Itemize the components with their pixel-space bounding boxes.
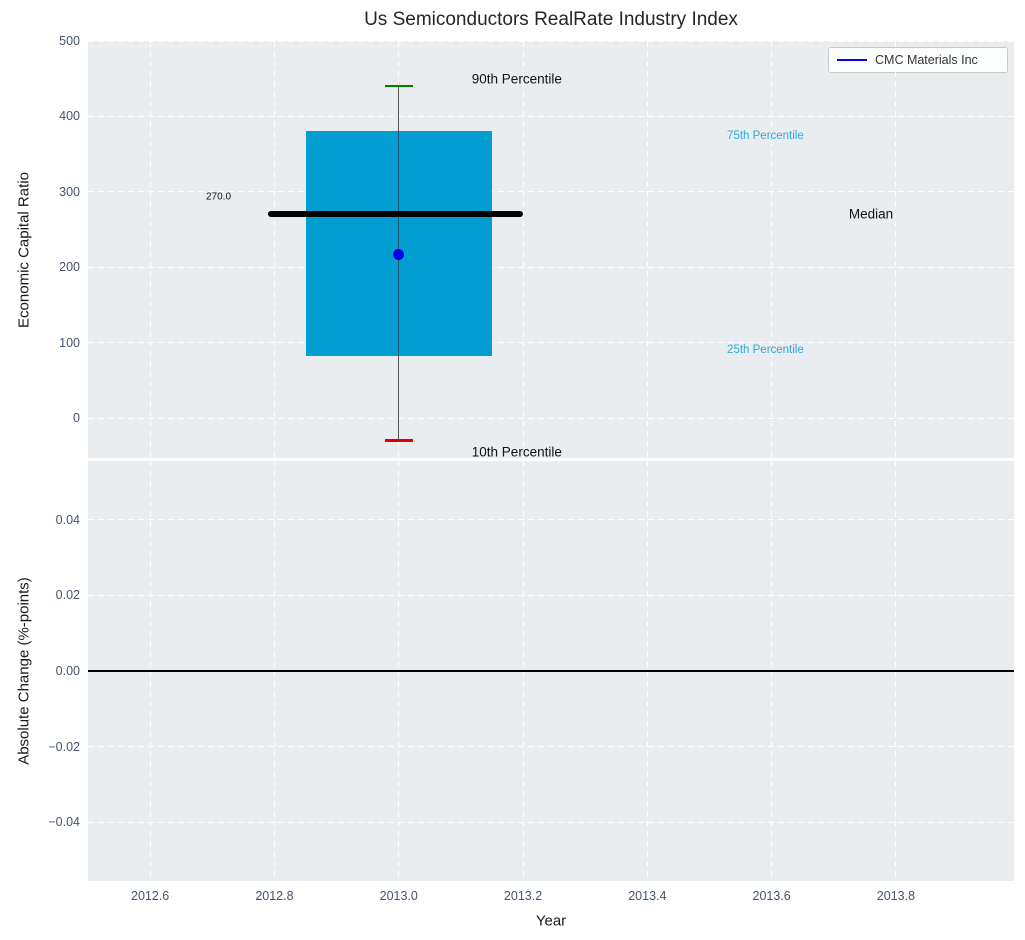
company-data-point — [393, 248, 405, 260]
legend-line-swatch — [837, 59, 867, 61]
chart-title: Us Semiconductors RealRate Industry Inde… — [364, 9, 738, 30]
ytick-bottom-−0.04: −0.04 — [48, 815, 80, 830]
gridline-y-0.04 — [88, 519, 1014, 521]
gridline-y-500 — [88, 40, 1014, 42]
median-line — [268, 211, 524, 218]
gridline-y-−0.04 — [88, 821, 1014, 823]
ytick-top-0: 0 — [73, 411, 80, 426]
gridline-y-0 — [88, 417, 1014, 419]
whisker-line-inner — [397, 131, 400, 357]
ytick-bottom-−0.02: −0.02 — [48, 739, 80, 754]
xtick-2013.4: 2013.4 — [628, 889, 667, 903]
ytick-top-200: 200 — [59, 260, 80, 275]
xtick-2013.6: 2013.6 — [752, 889, 791, 903]
ytick-bottom-0.00: 0.00 — [55, 664, 80, 678]
gridline-x-2012.6 — [149, 41, 151, 458]
xtick-2012.8: 2012.8 — [255, 889, 294, 903]
ytick-top-500: 500 — [59, 34, 80, 48]
xtick-2013.2: 2013.2 — [503, 889, 543, 903]
ytick-bottom-0.02: 0.02 — [55, 588, 80, 603]
label-90th-percentile: 90th Percentile — [471, 71, 562, 87]
label-median: Median — [848, 206, 894, 222]
gridline-y-100 — [88, 342, 1014, 344]
xtick-2013.8: 2013.8 — [876, 889, 916, 903]
ytick-top-100: 100 — [59, 335, 80, 350]
gridline-x-2013.6 — [771, 41, 773, 458]
p90-cap — [384, 84, 413, 88]
legend: CMC Materials Inc — [828, 47, 1008, 73]
gridline-y-200 — [88, 266, 1014, 268]
xtick-2012.6: 2012.6 — [131, 889, 170, 903]
ytick-bottom-0.04: 0.04 — [55, 512, 80, 527]
gridline-y-0.02 — [88, 594, 1014, 596]
gridline-y-−0.02 — [88, 746, 1014, 748]
gridline-x-2012.8 — [273, 41, 275, 458]
gridline-x-2013.2 — [522, 41, 524, 458]
xtick-2013.0: 2013.0 — [379, 889, 418, 903]
top-plot-area — [88, 41, 1014, 458]
label-75th-percentile: 75th Percentile — [727, 130, 804, 142]
label-25th-percentile: 25th Percentile — [727, 344, 804, 357]
legend-label: CMC Materials Inc — [875, 53, 978, 67]
gridline-x-2013.4 — [646, 41, 648, 458]
gridline-y-300 — [88, 191, 1014, 193]
gridline-x-2013.8 — [895, 41, 897, 458]
ytick-top-400: 400 — [59, 109, 80, 124]
ytick-top-300: 300 — [59, 184, 80, 199]
p10-cap — [384, 439, 413, 442]
label-10th-percentile: 10th Percentile — [471, 444, 562, 460]
x-axis-label: Year — [535, 912, 567, 930]
label-median-value: 270.0 — [205, 191, 232, 203]
zero-line — [88, 670, 1014, 672]
gridline-y-400 — [88, 115, 1014, 117]
